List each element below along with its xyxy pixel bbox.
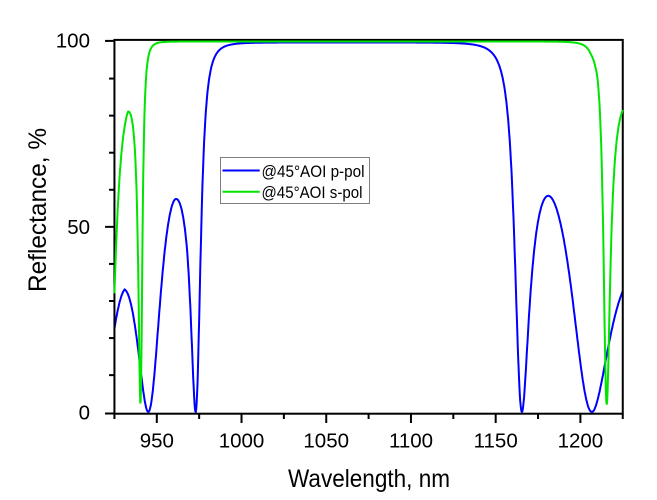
svg-text:50: 50 bbox=[67, 216, 90, 239]
svg-text:100: 100 bbox=[56, 29, 90, 52]
svg-text:@45°AOI s-pol: @45°AOI s-pol bbox=[262, 183, 363, 202]
svg-text:1000: 1000 bbox=[219, 429, 265, 452]
svg-text:1100: 1100 bbox=[389, 429, 433, 452]
svg-text:1150: 1150 bbox=[474, 429, 518, 452]
svg-text:0: 0 bbox=[79, 402, 90, 425]
svg-text:@45°AOI p-pol: @45°AOI p-pol bbox=[262, 162, 365, 181]
svg-text:Reflectance, %: Reflectance, % bbox=[24, 128, 52, 292]
svg-text:1050: 1050 bbox=[303, 429, 349, 452]
svg-text:1200: 1200 bbox=[558, 429, 604, 452]
svg-text:Wavelength, nm: Wavelength, nm bbox=[288, 465, 450, 493]
svg-text:950: 950 bbox=[140, 429, 174, 452]
